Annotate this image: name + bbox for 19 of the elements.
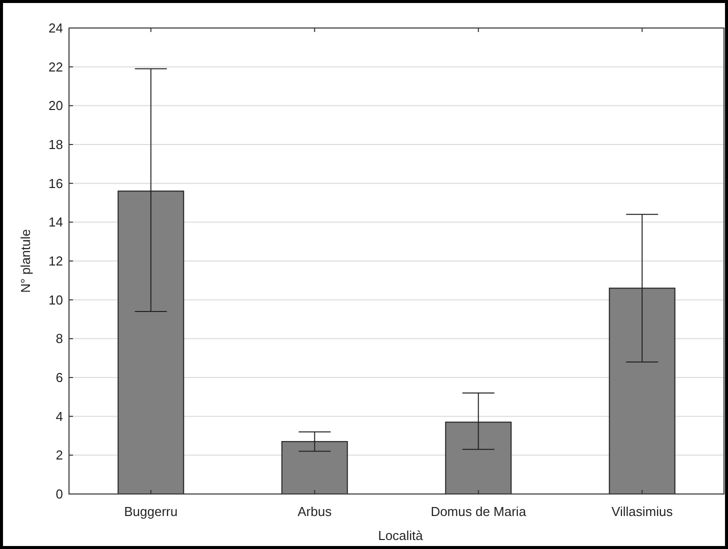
- y-tick-label: 0: [56, 486, 63, 502]
- x-tick-label: Buggerru: [124, 504, 178, 519]
- y-tick-label: 6: [56, 370, 63, 386]
- x-tick-label: Domus de Maria: [430, 504, 527, 519]
- x-axis-title: Località: [378, 528, 424, 543]
- y-tick-label: 24: [48, 20, 63, 36]
- y-tick-label: 14: [48, 214, 63, 230]
- y-tick-label: 16: [48, 176, 63, 191]
- x-tick-label: Arbus: [298, 504, 332, 519]
- y-tick-label: 10: [48, 292, 63, 308]
- y-tick-label: 4: [56, 408, 63, 424]
- y-tick-label: 22: [48, 59, 63, 74]
- x-tick-label: Villasimius: [612, 504, 674, 519]
- y-axis-title: N° plantule: [18, 229, 33, 293]
- y-tick-label: 20: [48, 98, 63, 114]
- y-tick-label: 8: [56, 331, 63, 346]
- y-tick-label: 12: [48, 254, 63, 269]
- y-tick-label: 18: [48, 137, 63, 152]
- y-tick-label: 2: [56, 448, 63, 463]
